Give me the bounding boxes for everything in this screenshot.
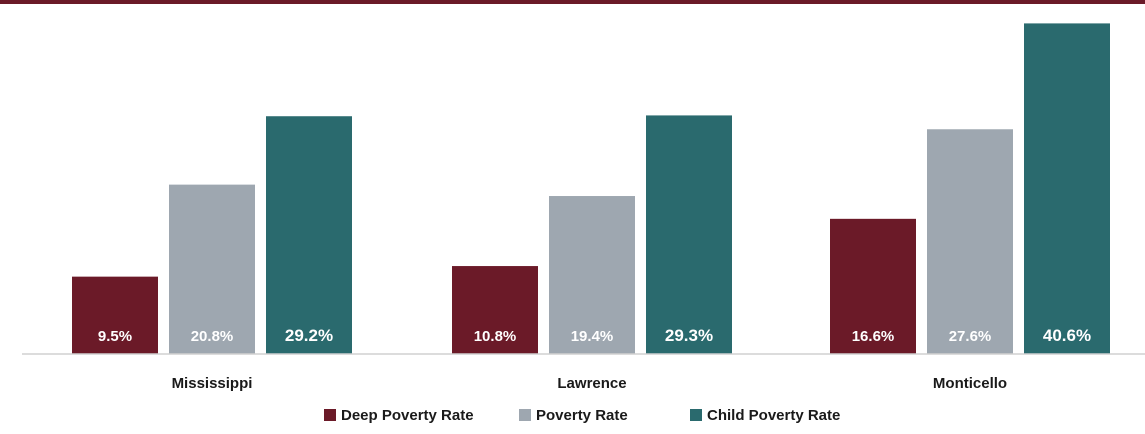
top-accent-rule bbox=[0, 0, 1145, 4]
legend-swatch-child-poverty-rate bbox=[690, 409, 702, 421]
bar-mississippi-deep-poverty-rate bbox=[72, 276, 158, 354]
data-label-monticello-child-poverty-rate: 40.6% bbox=[1043, 326, 1091, 345]
data-label-mississippi-poverty-rate: 20.8% bbox=[191, 328, 234, 345]
category-label-mississippi: Mississippi bbox=[172, 375, 253, 392]
bar-monticello-poverty-rate bbox=[927, 129, 1013, 354]
bar-mississippi-poverty-rate bbox=[169, 184, 255, 354]
category-label-monticello: Monticello bbox=[933, 375, 1007, 392]
data-label-lawrence-child-poverty-rate: 29.3% bbox=[665, 326, 713, 345]
bar-lawrence-child-poverty-rate bbox=[646, 115, 732, 355]
data-label-mississippi-deep-poverty-rate: 9.5% bbox=[98, 328, 132, 345]
data-label-lawrence-deep-poverty-rate: 10.8% bbox=[474, 328, 517, 345]
data-label-monticello-poverty-rate: 27.6% bbox=[949, 328, 992, 345]
legend-swatch-poverty-rate bbox=[519, 409, 531, 421]
bar-lawrence-poverty-rate bbox=[549, 196, 635, 354]
legend-swatch-deep-poverty-rate bbox=[324, 409, 336, 421]
legend-label-deep-poverty-rate: Deep Poverty Rate bbox=[341, 407, 474, 424]
legend-label-poverty-rate: Poverty Rate bbox=[536, 407, 628, 424]
category-label-lawrence: Lawrence bbox=[557, 375, 626, 392]
legend: Deep Poverty Rate Poverty Rate Child Pover… bbox=[324, 407, 840, 424]
data-label-mississippi-child-poverty-rate: 29.2% bbox=[285, 326, 333, 345]
category-labels-group: Mississippi Lawrence Monticello bbox=[172, 375, 1008, 392]
legend-label-child-poverty-rate: Child Poverty Rate bbox=[707, 407, 840, 424]
bar-monticello-child-poverty-rate bbox=[1024, 23, 1110, 355]
bar-monticello-deep-poverty-rate bbox=[830, 218, 916, 354]
data-label-lawrence-poverty-rate: 19.4% bbox=[571, 328, 614, 345]
bars-group: 9.5% 20.8% 29.2% 10.8% 19.4% 29.3% 16.6% 27.6% 4… bbox=[72, 23, 1110, 355]
bar-mississippi-child-poverty-rate bbox=[266, 116, 352, 354]
data-label-monticello-deep-poverty-rate: 16.6% bbox=[852, 328, 895, 345]
bar-lawrence-deep-poverty-rate bbox=[452, 266, 538, 354]
